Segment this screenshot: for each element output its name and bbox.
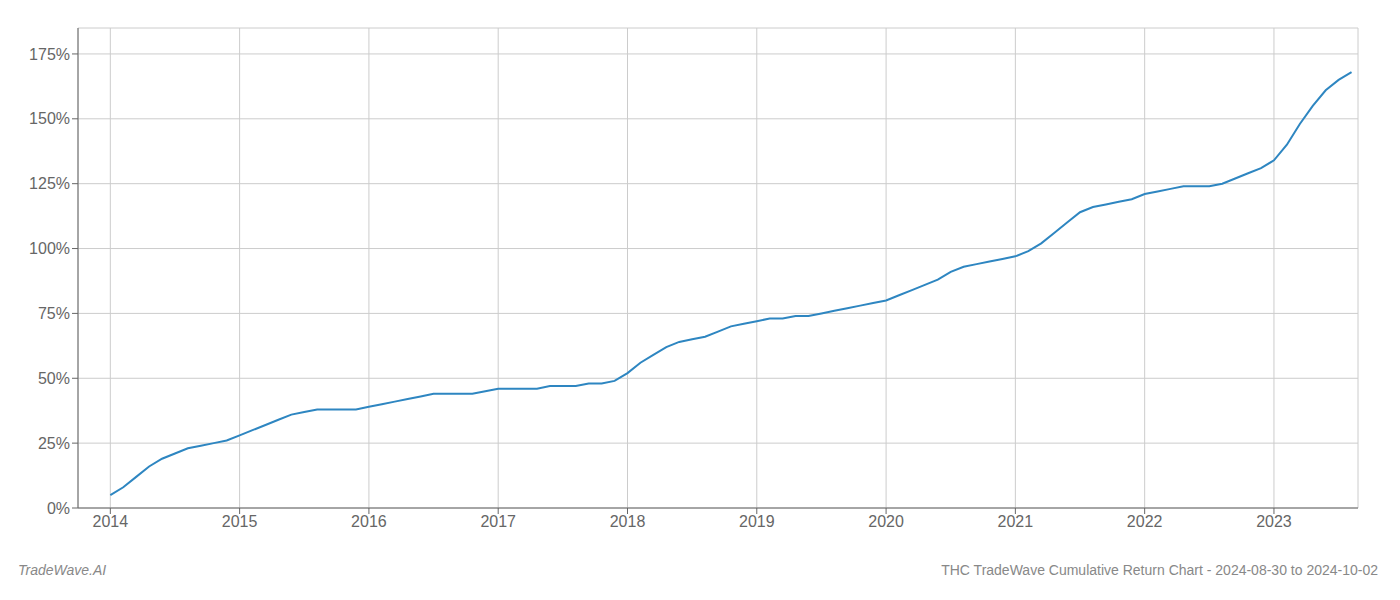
svg-text:2023: 2023 (1256, 513, 1292, 530)
svg-text:2022: 2022 (1127, 513, 1163, 530)
svg-text:175%: 175% (29, 46, 70, 63)
svg-text:75%: 75% (38, 305, 70, 322)
svg-text:2018: 2018 (610, 513, 646, 530)
svg-text:2015: 2015 (222, 513, 258, 530)
svg-text:0%: 0% (47, 500, 70, 517)
svg-text:100%: 100% (29, 240, 70, 257)
svg-text:2016: 2016 (351, 513, 387, 530)
svg-text:2019: 2019 (739, 513, 775, 530)
svg-text:2017: 2017 (480, 513, 516, 530)
svg-text:25%: 25% (38, 435, 70, 452)
svg-text:50%: 50% (38, 370, 70, 387)
html-text:THC TradeWave Cumulative Retur: THC TradeWave Cumulative Return Chart - … (941, 562, 1378, 578)
svg-text:2020: 2020 (868, 513, 904, 530)
html-text:TradeWave.AI: TradeWave.AI (18, 562, 107, 578)
svg-text:150%: 150% (29, 110, 70, 127)
svg-text:2021: 2021 (998, 513, 1034, 530)
svg-text:2014: 2014 (93, 513, 129, 530)
svg-text:125%: 125% (29, 175, 70, 192)
